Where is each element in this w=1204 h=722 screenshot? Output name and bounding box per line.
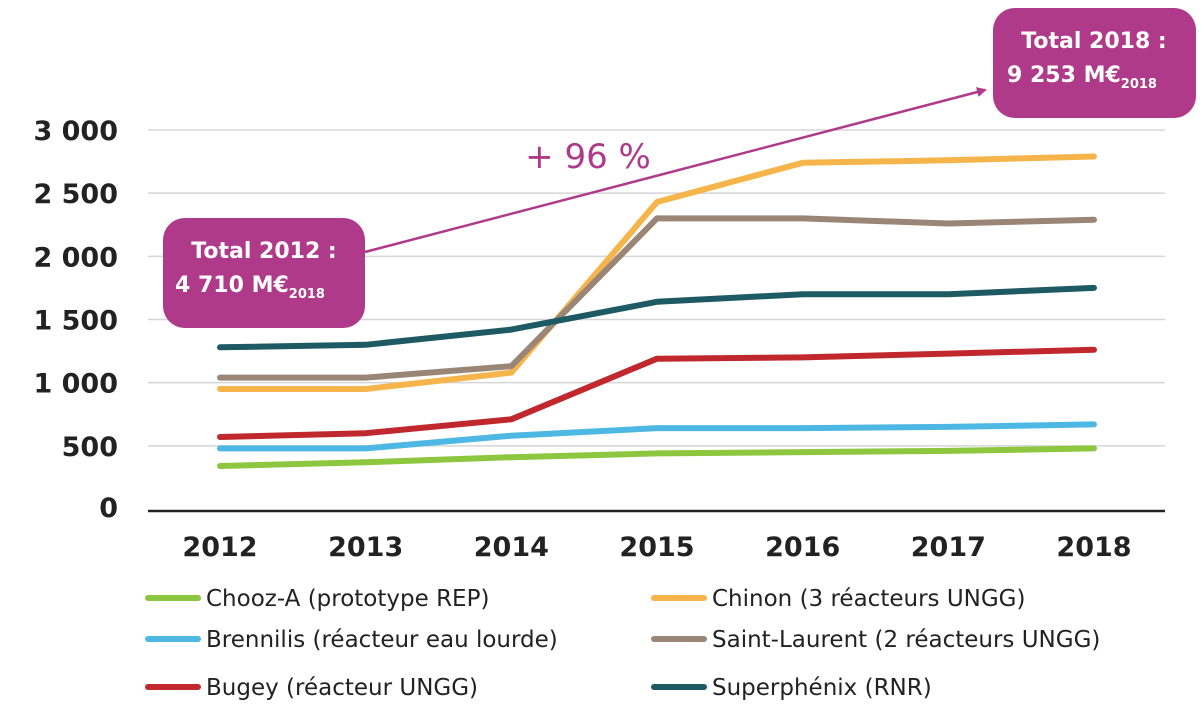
total-2012-subscript: 2018 bbox=[289, 287, 325, 302]
series-line-superph-nix bbox=[217, 284, 1097, 351]
x-tick-label: 2016 bbox=[765, 532, 840, 563]
y-tick-label: 1 500 bbox=[33, 306, 118, 337]
x-tick-label: 2013 bbox=[328, 532, 403, 563]
series-lines bbox=[217, 153, 1097, 469]
growth-arrow bbox=[364, 87, 987, 254]
y-tick-label: 3 000 bbox=[33, 116, 118, 147]
legend-label: Chinon (3 réacteurs UNGG) bbox=[712, 586, 1025, 612]
series-line-chooz-a bbox=[217, 445, 1097, 469]
axes: 3 000 2 500 2 000 1 500 1 000 500 0 2012 2013 201… bbox=[33, 116, 1165, 563]
y-tick-label: 2 000 bbox=[33, 242, 118, 273]
x-tick-label: 2014 bbox=[474, 532, 549, 563]
total-2012-line2: 4 710 M€2018 bbox=[175, 273, 325, 302]
total-2018-callout: Total 2018 : 9 253 M€2018 bbox=[993, 8, 1196, 118]
y-tick-label: 0 bbox=[99, 493, 118, 524]
x-tick-label: 2018 bbox=[1056, 532, 1131, 563]
legend-label: Saint-Laurent (2 réacteurs UNGG) bbox=[712, 627, 1100, 653]
series-line-chinon bbox=[217, 153, 1097, 392]
total-2018-subscript: 2018 bbox=[1121, 77, 1157, 92]
series-line-bugey bbox=[217, 346, 1097, 440]
total-2012-line1: Total 2012 : bbox=[191, 239, 336, 264]
legend-label: Brennilis (réacteur eau lourde) bbox=[206, 627, 558, 653]
growth-label: + 96 % bbox=[525, 137, 651, 177]
x-tick-label: 2012 bbox=[182, 532, 257, 563]
total-2012-callout: Total 2012 : 4 710 M€2018 bbox=[163, 218, 365, 328]
y-tick-label: 2 500 bbox=[33, 179, 118, 210]
legend-label: Chooz-A (prototype REP) bbox=[206, 586, 489, 612]
series-line-saint-laurent bbox=[217, 215, 1097, 381]
series-line-brennilis bbox=[217, 421, 1097, 452]
total-2018-line2: 9 253 M€2018 bbox=[1007, 63, 1157, 92]
y-tick-label: 500 bbox=[62, 432, 118, 463]
y-tick-label: 1 000 bbox=[33, 369, 118, 400]
total-2018-line1: Total 2018 : bbox=[1021, 29, 1166, 54]
legend: Chooz-A (prototype REP) Chinon (3 réacteu… bbox=[145, 586, 1100, 701]
legend-label: Bugey (réacteur UNGG) bbox=[206, 675, 478, 701]
legend-label: Superphénix (RNR) bbox=[712, 675, 932, 701]
x-tick-label: 2017 bbox=[911, 532, 986, 563]
x-tick-label: 2015 bbox=[619, 532, 694, 563]
